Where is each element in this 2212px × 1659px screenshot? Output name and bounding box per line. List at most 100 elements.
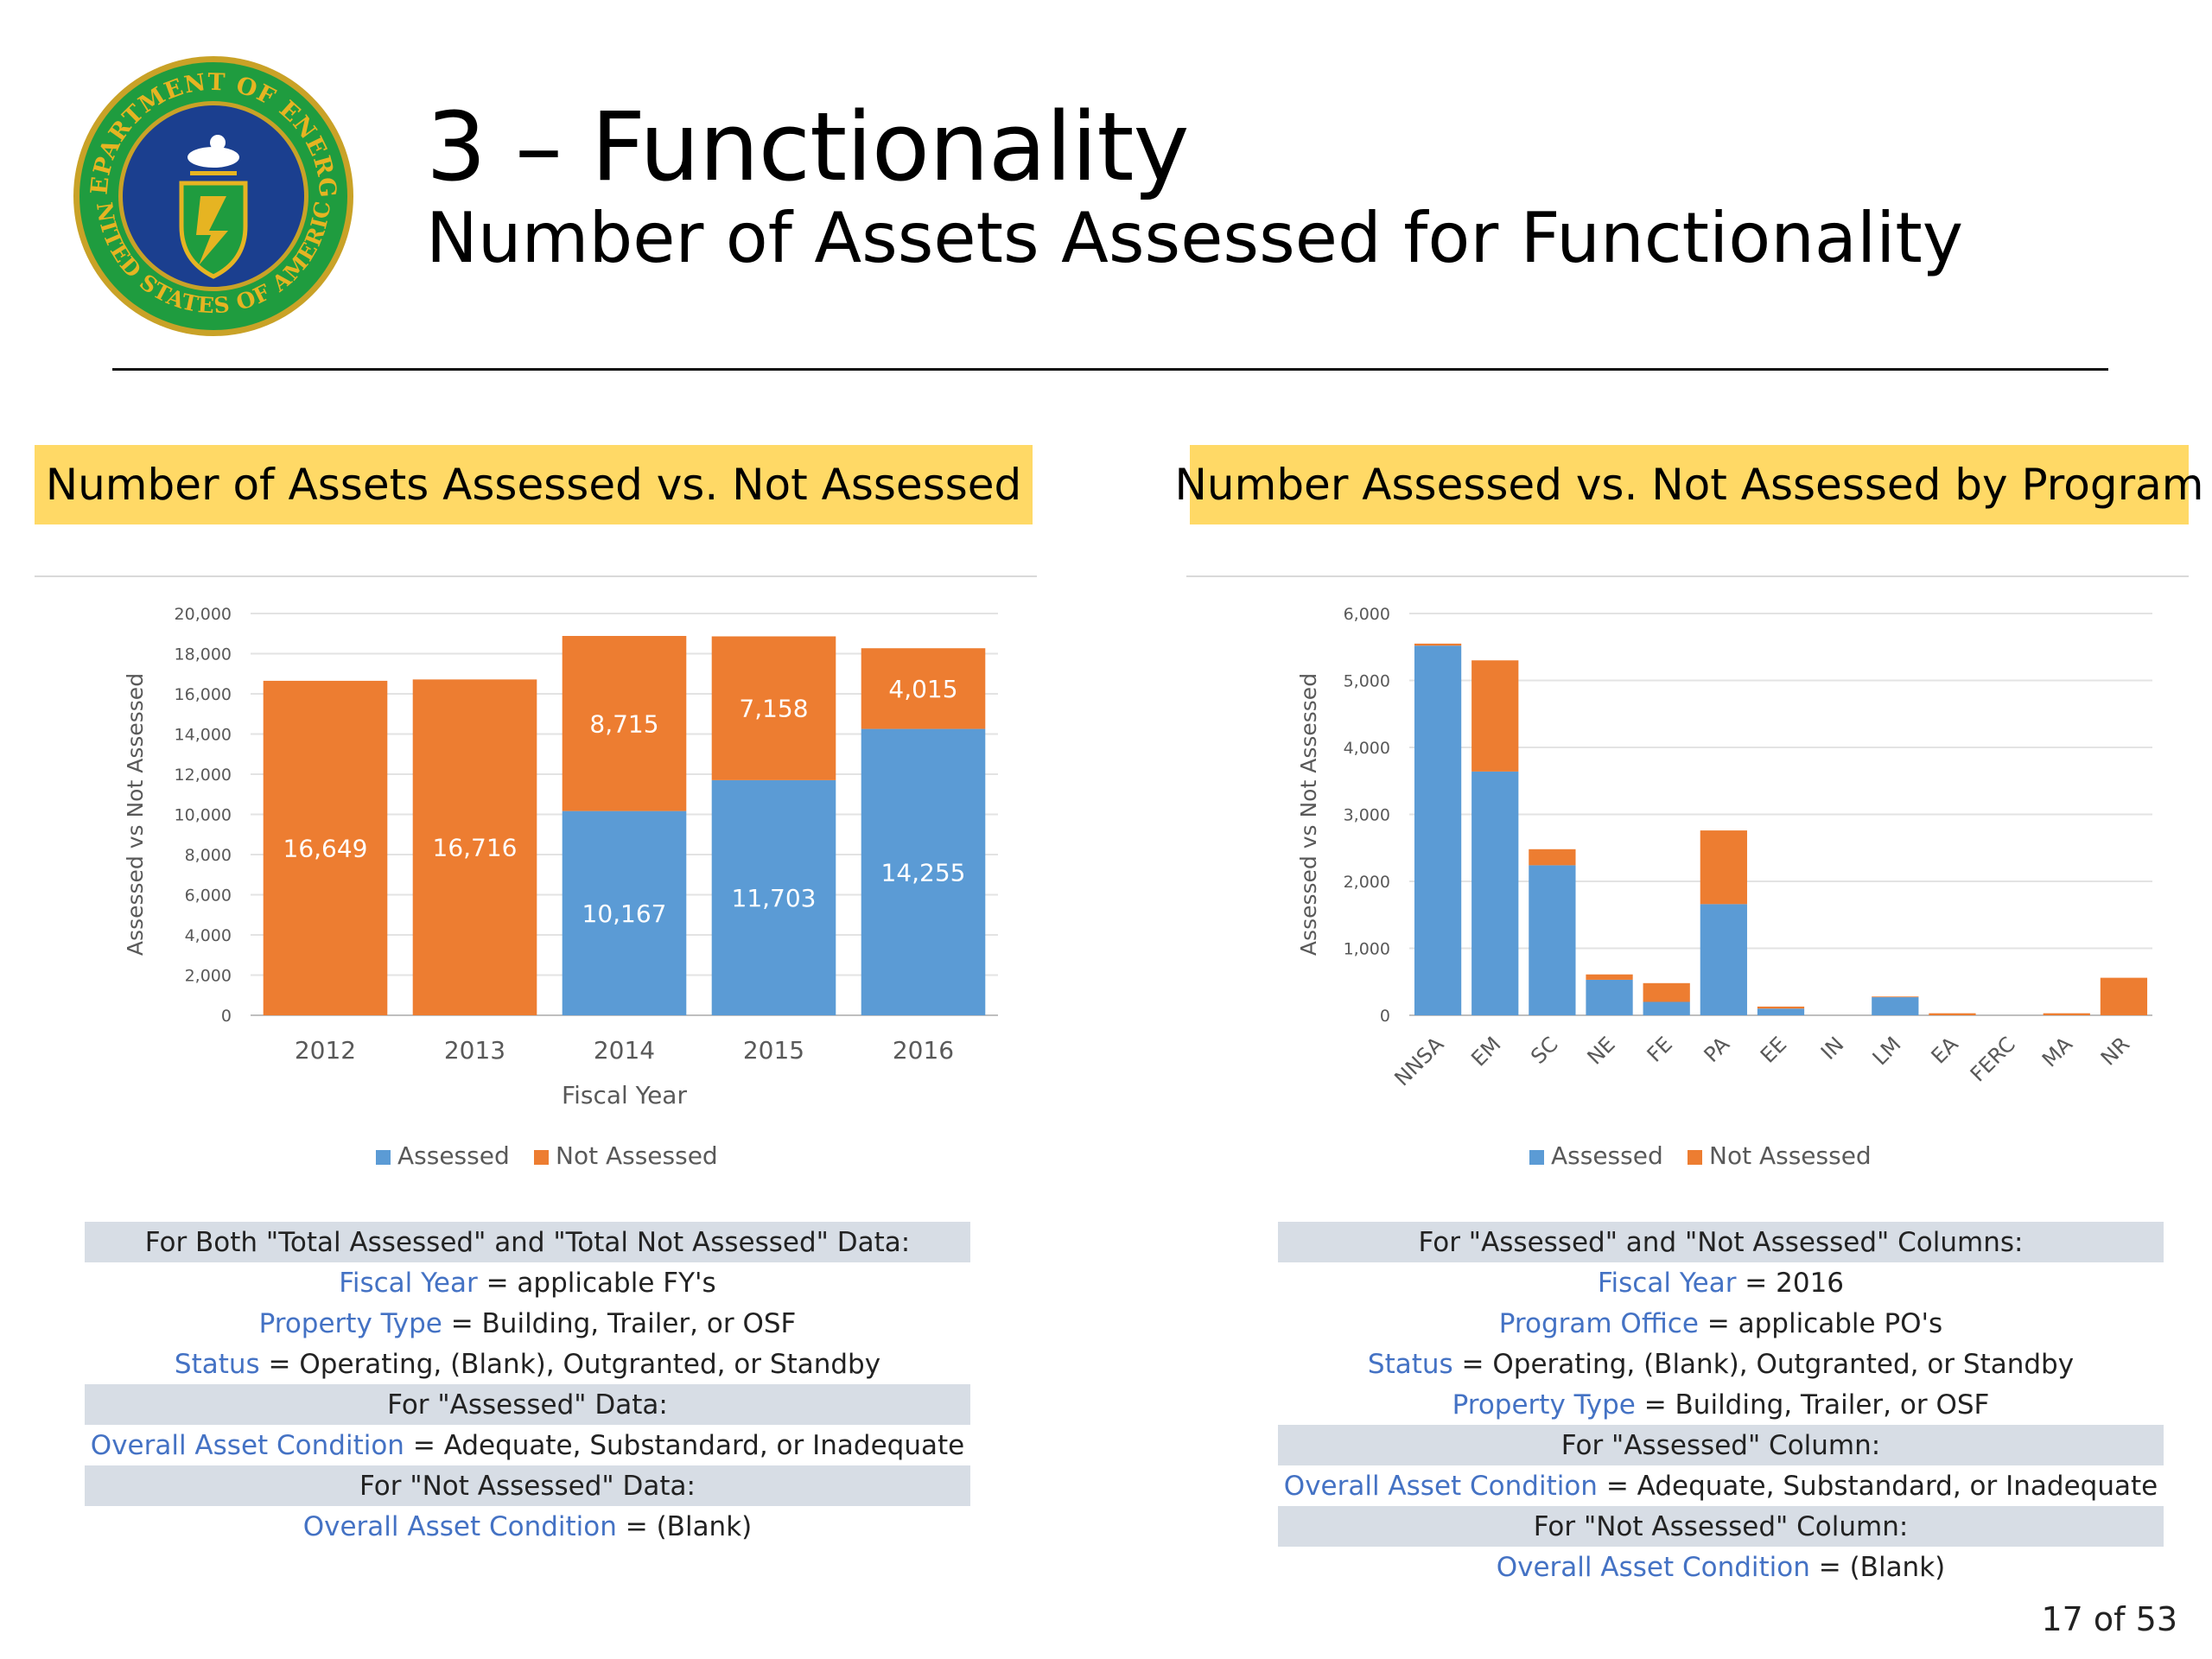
y-tick-label: 8,000 [185,846,232,865]
bar-not-assessed-pa [1700,830,1747,905]
page-number: 17 of 53 [2041,1600,2178,1638]
doe-seal-logo: DEPARTMENT OF ENERGY UNITED STATES OF AM… [71,54,353,336]
criteria-field-name: Overall Asset Condition [90,1429,404,1461]
criteria-row: Overall Asset Condition = Adequate, Subs… [85,1425,970,1465]
criteria-field-value: = applicable FY's [477,1267,716,1299]
bar-assessed-2016 [861,728,986,1015]
assessed-by-program-chart: 0 1,000 2,000 3,000 4,000 5,000 6,000 Assessed … [1186,575,2189,1170]
criteria-field-value: = Adequate, Substandard, or Inadequate [1597,1470,2158,1502]
right-criteria-table: For "Assessed" and "Not Assessed" Column… [1278,1222,2164,1587]
page-subtitle: Number of Assets Assessed for Functional… [426,198,1964,278]
data-label: 8,715 [589,709,658,738]
criteria-row: Overall Asset Condition = (Blank) [1278,1547,2164,1587]
x-tick-label: FERC [1966,1032,2020,1086]
criteria-row: Overall Asset Condition = Adequate, Subs… [1278,1465,2164,1506]
x-tick-label: 2012 [295,1036,356,1065]
criteria-field-value: = Building, Trailer, or OSF [1635,1389,1990,1421]
criteria-header: For Both "Total Assessed" and "Total Not… [85,1222,970,1262]
criteria-header: For "Assessed" Column: [1278,1425,2164,1465]
x-tick-label: SC [1526,1032,1562,1068]
data-label: 4,015 [888,675,957,703]
bar-not-assessed-sc [1529,849,1576,866]
y-tick-label: 4,000 [1344,739,1390,758]
chart-legend: Assessed Not Assessed [376,1141,718,1170]
legend-label: Assessed [1551,1141,1663,1170]
criteria-row: Overall Asset Condition = (Blank) [85,1506,970,1547]
criteria-row: Status = Operating, (Blank), Outgranted,… [1278,1344,2164,1384]
x-tick-label: EM [1466,1032,1505,1071]
criteria-row: Fiscal Year = applicable FY's [85,1262,970,1303]
bar-assessed-ne [1586,979,1633,1015]
data-label: 14,255 [881,858,966,887]
criteria-field-value: = applicable PO's [1698,1307,1943,1339]
bar-assessed-lm [1872,997,1919,1015]
header-divider [112,368,2108,371]
bar-assessed-sc [1529,865,1576,1015]
x-tick-label: 2013 [444,1036,505,1065]
x-tick-label: PA [1700,1032,1735,1067]
x-tick-label: NR [2096,1032,2134,1070]
legend-swatch [376,1150,391,1165]
criteria-field-value: = Operating, (Blank), Outgranted, or Sta… [1452,1348,2075,1380]
y-tick-label: 5,000 [1344,672,1390,691]
y-tick-label: 20,000 [175,605,232,624]
criteria-row: Status = Operating, (Blank), Outgranted,… [85,1344,970,1384]
data-label: 16,716 [433,834,518,862]
y-tick-label: 10,000 [175,806,232,825]
bar-assessed-nnsa [1414,645,1462,1015]
bar-assessed-pa [1700,904,1747,1015]
y-tick-label: 16,000 [175,685,232,704]
criteria-row: Fiscal Year = 2016 [1278,1262,2164,1303]
data-label: 10,167 [582,899,667,928]
criteria-field-name: Overall Asset Condition [1496,1551,1810,1583]
criteria-field-value: = (Blank) [616,1510,753,1542]
bar-not-assessed-2012 [263,680,388,1015]
bar-not-assessed-nr [2100,977,2148,1015]
x-tick-label: IN [1816,1032,1848,1064]
criteria-field-value: = 2016 [1736,1267,1845,1299]
bar-not-assessed-fe [1643,982,1690,1002]
y-tick-label: 4,000 [185,926,232,945]
x-tick-label: 2016 [893,1036,954,1065]
y-tick-label: 6,000 [1344,605,1390,624]
bar-assessed-fe [1643,1001,1690,1015]
data-label: 7,158 [739,695,808,723]
legend-swatch [1688,1150,1702,1165]
y-tick-label: 14,000 [175,726,232,745]
bar-not-assessed-2015 [711,636,836,780]
criteria-field-name: Property Type [1452,1389,1636,1421]
bar-not-assessed-nnsa [1414,643,1462,646]
x-tick-label: FE [1643,1032,1677,1066]
bar-assessed-2015 [711,779,836,1015]
bar-not-assessed-2013 [412,679,537,1015]
criteria-field-value: = Building, Trailer, or OSF [442,1307,797,1339]
legend-label: Not Assessed [1709,1141,1872,1170]
y-tick-label: 0 [221,1007,232,1026]
bar-assessed-2014 [562,810,687,1015]
criteria-header: For "Assessed" and "Not Assessed" Column… [1278,1222,2164,1262]
criteria-field-value: = Adequate, Substandard, or Inadequate [404,1429,965,1461]
x-tick-label: NE [1583,1032,1620,1069]
bar-not-assessed-ea [1929,1013,1976,1015]
criteria-field-value: = (Blank) [1809,1551,1946,1583]
bar-not-assessed-em [1471,660,1519,772]
legend-swatch [534,1150,549,1165]
chart-legend: Assessed Not Assessed [1529,1141,1872,1170]
x-tick-label: 2014 [594,1036,655,1065]
y-tick-label: 2,000 [1344,873,1390,892]
criteria-header: For "Assessed" Data: [85,1384,970,1425]
y-axis-title: Assessed vs Not Assessed [123,673,148,956]
data-label: 11,703 [732,884,817,912]
x-tick-label: EA [1927,1032,1964,1069]
right-panel-title: Number Assessed vs. Not Assessed by Prog… [1175,445,2203,524]
y-tick-label: 0 [1380,1007,1390,1026]
criteria-field-name: Fiscal Year [339,1267,478,1299]
criteria-row: Program Office = applicable PO's [1278,1303,2164,1344]
bar-not-assessed-ne [1586,974,1633,980]
criteria-field-name: Program Office [1498,1307,1699,1339]
data-label: 16,649 [283,834,368,862]
bar-assessed-ee [1757,1008,1805,1015]
bar-not-assessed-2014 [562,635,687,811]
x-tick-label: 2015 [743,1036,804,1065]
criteria-field-name: Status [174,1348,260,1380]
